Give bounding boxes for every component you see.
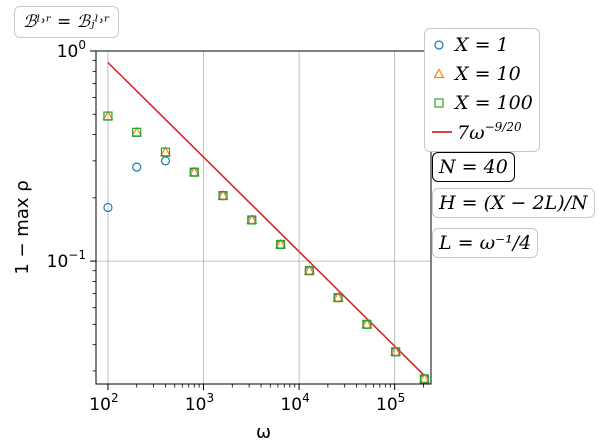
- legend-item-x1: X = 1: [431, 32, 509, 58]
- data-point-triangle: [159, 146, 172, 157]
- data-point-square: [391, 347, 401, 357]
- data-point-square: [362, 319, 372, 329]
- x-tick-label: 102: [89, 391, 118, 415]
- data-point-square: [333, 293, 343, 303]
- legend-label: X = 1: [455, 34, 509, 56]
- data-point-circle: [132, 162, 142, 172]
- title-text: ℬˡ˒ʳ = ℬⱼˡ˒ʳ: [23, 12, 110, 32]
- data-point-square: [275, 239, 286, 250]
- annotation-l: L = ω⁻¹/4: [432, 228, 539, 258]
- x-tick-label: 105: [376, 391, 405, 415]
- data-point-square: [103, 111, 113, 121]
- legend-item-x10: X = 10: [431, 61, 521, 87]
- data-point-circle: [160, 156, 171, 166]
- data-point-square: [218, 190, 228, 201]
- y-axis-label: 1 − max ρ: [12, 180, 33, 274]
- title-box: ℬˡ˒ʳ = ℬⱼˡ˒ʳ: [14, 6, 119, 38]
- triangle-marker-icon: [431, 66, 447, 82]
- annotation-text: N = 40: [439, 156, 508, 178]
- data-point-circle: [103, 202, 113, 213]
- x-axis-label: ω: [256, 422, 271, 443]
- square-marker-icon: [431, 95, 447, 111]
- circle-marker-icon: [431, 37, 447, 53]
- data-point-square: [247, 215, 257, 225]
- data-point-square: [160, 147, 171, 157]
- data-point-square: [189, 167, 199, 177]
- data-point-square: [419, 374, 430, 384]
- fit-line: [107, 61, 425, 377]
- line-marker-icon: [431, 124, 453, 140]
- data-point-triangle: [131, 126, 143, 137]
- data-point-square: [132, 127, 142, 137]
- fit-label-exponent: −9/20: [484, 120, 522, 134]
- annotation-n: N = 40: [432, 152, 515, 182]
- data-point-square: [304, 266, 314, 276]
- annotation-text: H = (X − 2L)/N: [439, 192, 588, 214]
- y-tick-label: 10−1: [47, 248, 86, 272]
- legend-label: X = 100: [455, 92, 533, 114]
- fit-label-base: 7ω: [457, 122, 485, 144]
- legend-item-x100: X = 100: [431, 90, 533, 116]
- legend-label: 7ω−9/20: [457, 120, 522, 144]
- plot-frame: [95, 50, 432, 385]
- annotation-text: L = ω⁻¹/4: [439, 232, 532, 254]
- legend-item-fit: 7ω−9/20: [431, 119, 522, 145]
- x-tick-label: 103: [185, 391, 214, 415]
- legend: X = 1 X = 10 X = 100 7ω−9/20: [424, 28, 540, 152]
- legend-label: X = 10: [455, 63, 521, 85]
- y-tick-label: 100: [57, 38, 86, 62]
- annotation-h: H = (X − 2L)/N: [432, 188, 595, 218]
- x-tick-label: 104: [280, 391, 309, 415]
